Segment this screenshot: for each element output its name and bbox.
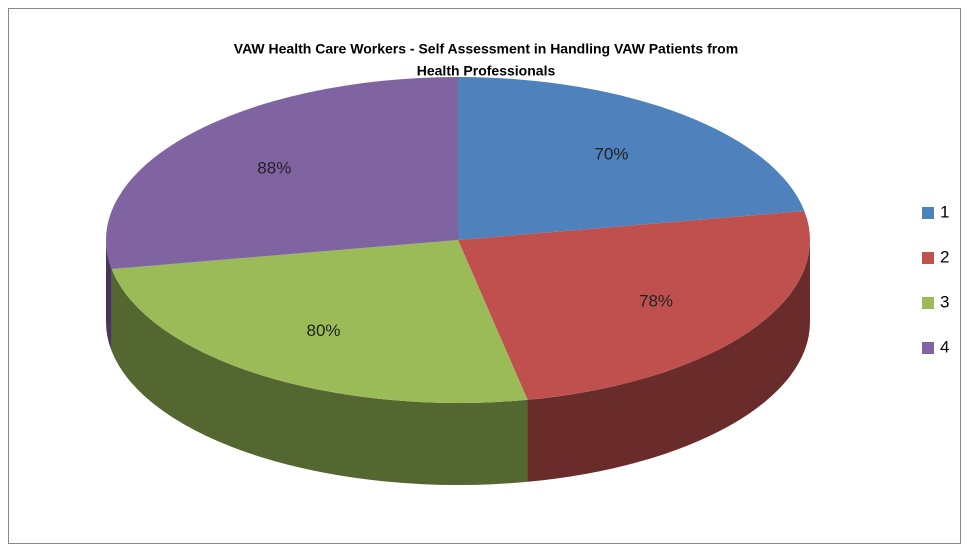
legend-swatch [922,207,934,219]
legend-label: 2 [940,247,949,266]
pie-slice [105,77,459,270]
pie-slice [458,77,805,240]
legend-swatch [922,252,934,264]
data-label: 70% [594,144,628,163]
legend-label: 4 [940,337,949,356]
data-label: 80% [307,321,341,340]
pie-slice [111,240,528,403]
pie-side [111,269,528,486]
data-label: 88% [257,158,291,177]
legend-swatch [922,297,934,309]
pie-side [527,240,811,482]
pie-slice [458,210,810,400]
pie-side [106,240,112,352]
legend-label: 1 [940,202,949,221]
legend-label: 3 [940,292,949,311]
chart-title: VAW Health Care Workers - Self Assessmen… [234,41,738,57]
legend-swatch [922,342,934,354]
data-label: 78% [639,292,673,311]
chart-title: Health Professionals [417,63,556,79]
